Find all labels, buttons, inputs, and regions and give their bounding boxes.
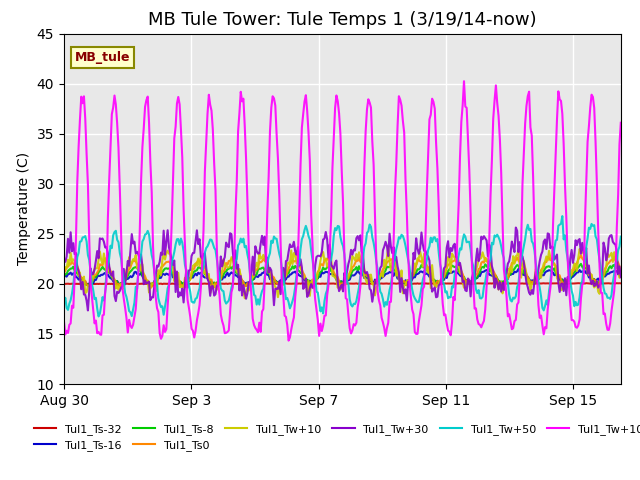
Y-axis label: Temperature (C): Temperature (C) xyxy=(17,152,31,265)
Text: MB_tule: MB_tule xyxy=(75,51,131,64)
Title: MB Tule Tower: Tule Temps 1 (3/19/14-now): MB Tule Tower: Tule Temps 1 (3/19/14-now… xyxy=(148,11,537,29)
Legend: Tul1_Ts-32, Tul1_Ts-16, Tul1_Ts-8, Tul1_Ts0, Tul1_Tw+10, Tul1_Tw+30, Tul1_Tw+50,: Tul1_Ts-32, Tul1_Ts-16, Tul1_Ts-8, Tul1_… xyxy=(29,419,640,456)
